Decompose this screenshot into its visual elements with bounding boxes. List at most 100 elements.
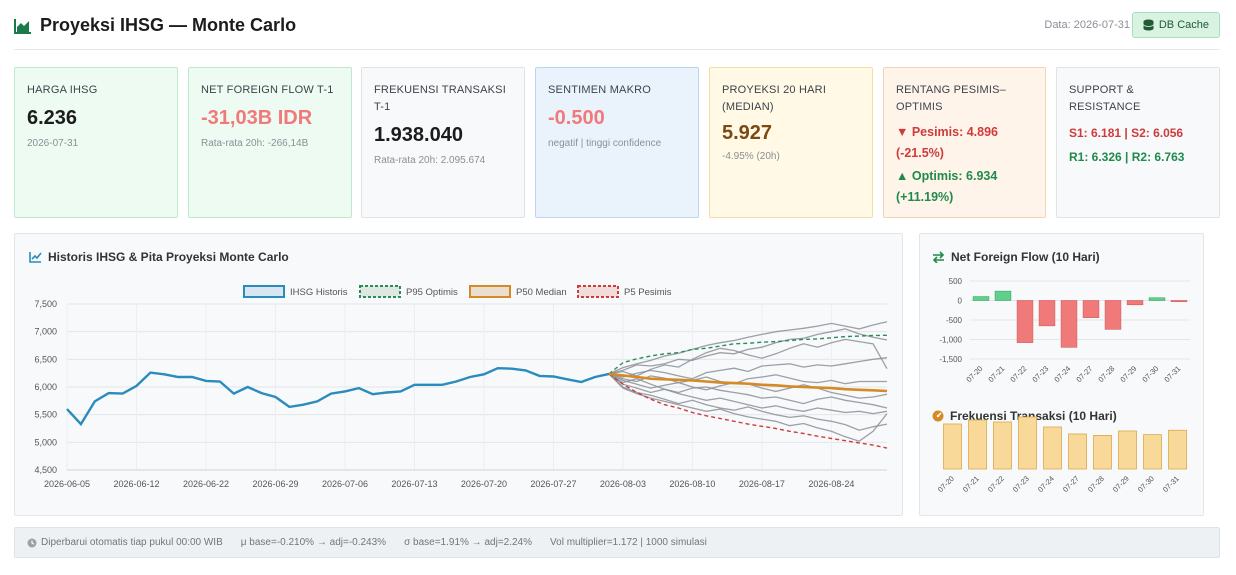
card-title-line: RENTANG PESIMIS– (896, 84, 1006, 96)
exchange-arrows-icon (932, 251, 945, 263)
nff-bar (972, 296, 990, 301)
card-proyeksi-20-hari: PROYEKSI 20 HARI (MEDIAN) 5.927 -4.95% (… (709, 67, 873, 218)
legend-label: P95 Optimis (406, 287, 458, 298)
freq-bar (1118, 430, 1137, 470)
card-title: FREKUENSI TRANSAKSI T-1 (374, 84, 506, 113)
kpi-cards: HARGA IHSG 6.236 2026-07-31 NET FOREIGN … (14, 67, 1220, 218)
nff-x-tick-label: 07-31 (1162, 364, 1182, 384)
footer-mu: μ base=-0.210% → adj=-0.243% (240, 537, 387, 548)
card-sub: 2026-07-31 (27, 138, 79, 149)
freq-bar (1043, 426, 1062, 470)
legend-label: P5 Pesimis (624, 287, 672, 298)
card-frekuensi-transaksi: FREKUENSI TRANSAKSI T-1 1.938.040 Rata-r… (361, 67, 525, 218)
card-value: 5.927 (722, 122, 773, 144)
nff-chart-title: Net Foreign Flow (10 Hari) (932, 250, 1100, 264)
nff-x-tick-label: 07-28 (1096, 364, 1116, 384)
freq-x-tick-label: 07-27 (1061, 474, 1081, 494)
freq-chart-title: Frekuensi Transaksi (10 Hari) (932, 409, 1117, 423)
card-value: 6.236 (27, 107, 78, 129)
x-tick-label: 2026-06-05 (44, 479, 90, 489)
nff-bar (1148, 297, 1166, 301)
freq-x-tick-label: 07-31 (1161, 474, 1181, 494)
x-tick-label: 2026-06-12 (113, 479, 159, 489)
legend-label: P50 Median (516, 287, 567, 298)
freq-bar (1143, 434, 1162, 470)
nff-x-tick-label: 07-30 (1140, 364, 1160, 384)
clock-icon (27, 538, 37, 547)
x-tick-label: 2026-07-06 (322, 479, 368, 489)
freq-bar (1168, 429, 1187, 470)
p95-optimis-line (608, 334, 888, 375)
x-tick-label: 2026-07-13 (391, 479, 437, 489)
card-value: -0.500 (548, 107, 605, 129)
card-title: NET FOREIGN FLOW T-1 (201, 84, 334, 96)
simulation-path (608, 321, 888, 375)
y-tick-label: 4,500 (34, 465, 57, 475)
simulation-path (608, 373, 888, 415)
card-value: -31,03B IDR (201, 107, 313, 129)
card-value: 1.938.040 (374, 124, 463, 146)
nff-y-tick-label: -1,500 (939, 355, 962, 364)
y-tick-label: 7,500 (34, 299, 57, 309)
database-icon (1142, 19, 1154, 31)
x-tick-label: 2026-08-03 (600, 479, 646, 489)
nff-x-tick-label: 07-29 (1118, 364, 1138, 384)
footer-sigma: σ base=1.91% → adj=2.24% (404, 537, 533, 548)
card-title-line: PROYEKSI 20 HARI (722, 84, 827, 96)
freq-bar (1068, 433, 1087, 470)
nff-bar (1016, 300, 1034, 343)
nff-bar (1126, 300, 1144, 306)
nff-y-tick-label: -1,000 (939, 336, 962, 345)
simulation-path (608, 338, 888, 377)
support-levels: S1: 6.181 | S2: 6.056 (1069, 126, 1184, 140)
nff-bar (1082, 300, 1100, 318)
nff-bar (994, 290, 1012, 301)
footer-bar: Diperbarui otomatis tiap pukul 00:00 WIB… (14, 527, 1220, 558)
card-title: PROYEKSI 20 HARI (MEDIAN) (722, 82, 860, 116)
page-title: Proyeksi IHSG — Monte Carlo (14, 15, 296, 36)
p5-pesimis-line (608, 373, 888, 449)
card-harga-ihsg: HARGA IHSG 6.236 2026-07-31 (14, 67, 178, 218)
nff-x-tick-label: 07-22 (1008, 364, 1028, 384)
simulation-path (608, 328, 888, 375)
freq-x-tick-label: 07-28 (1086, 474, 1106, 494)
legend-swatch (243, 285, 285, 298)
freq-x-tick-label: 07-30 (1136, 474, 1156, 494)
simulation-path (608, 373, 888, 409)
simulation-path (608, 373, 888, 431)
freq-x-tick-label: 07-23 (1011, 474, 1031, 494)
nff-y-tick-label: -500 (946, 316, 963, 325)
nff-x-tick-label: 07-24 (1052, 364, 1072, 384)
x-tick-label: 2026-08-24 (808, 479, 854, 489)
optimis-value: ▲ Optimis: 6.934 (+11.19%) (896, 166, 1033, 208)
card-title: SUPPORT & RESISTANCE (1069, 84, 1141, 113)
pesimis-line: ▼ Pesimis: 4.896 (896, 125, 999, 139)
simulation-path (608, 373, 888, 442)
freq-bar (993, 421, 1012, 470)
legend-label: IHSG Historis (290, 287, 348, 298)
legend-swatch (577, 285, 619, 298)
footer-updated: Diperbarui otomatis tiap pukul 00:00 WIB (41, 537, 223, 548)
main-chart-panel: Historis IHSG & Pita Proyeksi Monte Carl… (14, 233, 903, 516)
card-sub: Rata-rata 20h: -266,14B (201, 138, 309, 149)
card-title: RENTANG PESIMIS– OPTIMIS (896, 82, 1033, 116)
card-support-resistance: SUPPORT & RESISTANCE S1: 6.181 | S2: 6.0… (1056, 67, 1220, 218)
legend-swatch (359, 285, 401, 298)
card-title-line: OPTIMIS (896, 101, 943, 113)
freq-x-tick-label: 07-20 (936, 474, 956, 494)
y-tick-label: 5,500 (34, 410, 57, 420)
card-sub: Rata-rata 20h: 2.095.674 (374, 155, 486, 166)
simulation-path (608, 373, 887, 385)
freq-chart-title-text: Frekuensi Transaksi (10 Hari) (950, 409, 1117, 423)
nff-x-tick-label: 07-21 (986, 364, 1006, 384)
optimis-pct: (+11.19%) (896, 190, 954, 204)
x-tick-label: 2026-06-22 (183, 479, 229, 489)
card-net-foreign-flow: NET FOREIGN FLOW T-1 -31,03B IDR Rata-ra… (188, 67, 352, 218)
freq-x-tick-label: 07-21 (961, 474, 981, 494)
nff-x-tick-label: 07-23 (1030, 364, 1050, 384)
y-tick-label: 7,000 (34, 327, 57, 337)
freq-x-tick-label: 07-29 (1111, 474, 1131, 494)
freq-x-tick-label: 07-24 (1036, 474, 1056, 494)
y-tick-label: 5,000 (34, 437, 57, 447)
x-tick-label: 2026-08-10 (669, 479, 715, 489)
